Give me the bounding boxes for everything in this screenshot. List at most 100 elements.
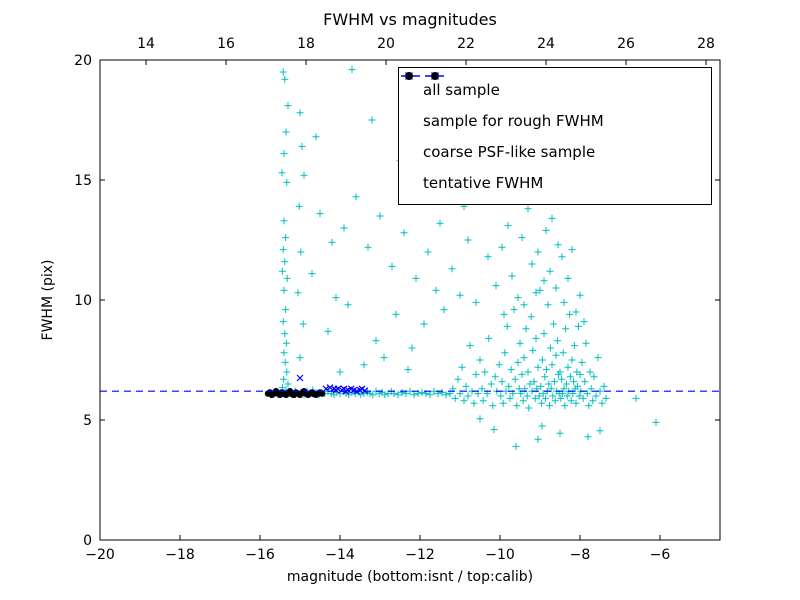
dot-marker-icon <box>405 72 439 80</box>
data-point-plus <box>600 382 608 390</box>
data-point-plus <box>278 169 286 177</box>
top-axis-tick-label: 14 <box>137 36 155 52</box>
data-point-plus <box>560 298 568 306</box>
data-point-plus <box>299 320 307 328</box>
data-point-plus <box>545 380 553 388</box>
data-point-plus <box>547 385 555 393</box>
data-point-plus <box>535 392 543 400</box>
x-axis-tick-label: −10 <box>485 547 515 563</box>
data-point-plus <box>540 330 548 338</box>
data-point-plus <box>282 339 290 347</box>
data-point-plus <box>534 435 542 443</box>
data-point-plus <box>316 210 324 218</box>
data-point-plus <box>510 306 518 314</box>
data-point-plus <box>283 368 291 376</box>
data-point-plus <box>514 358 522 366</box>
data-point-plus <box>278 267 286 275</box>
data-point-plus <box>542 226 550 234</box>
legend: all sample sample for rough FWHM coarse … <box>398 67 712 205</box>
data-point-plus <box>336 368 344 376</box>
data-point-plus <box>478 385 486 393</box>
data-point-plus <box>554 241 562 249</box>
data-point-plus <box>539 390 547 398</box>
data-point-plus <box>538 422 546 430</box>
legend-item-tentative-fwhm: tentative FWHM <box>401 75 711 198</box>
data-point-plus <box>376 212 384 220</box>
data-point-plus <box>454 375 462 383</box>
data-point-plus <box>485 334 493 342</box>
data-point-plus <box>586 368 594 376</box>
data-point-x <box>296 374 304 382</box>
data-point-plus <box>368 116 376 124</box>
data-point-plus <box>562 325 570 333</box>
data-point-plus <box>456 291 464 299</box>
y-axis-tick-label: 10 <box>74 293 92 309</box>
data-point-plus <box>381 391 389 399</box>
data-point-plus <box>442 391 450 399</box>
data-point-plus <box>552 284 560 292</box>
data-point-plus <box>563 392 571 400</box>
data-point-plus <box>572 308 580 316</box>
top-axis-tick-label: 18 <box>297 36 315 52</box>
data-point-plus <box>400 229 408 237</box>
data-point-plus <box>546 267 554 275</box>
data-point-plus <box>360 361 368 369</box>
data-point-plus <box>296 109 304 117</box>
data-point-plus <box>556 368 564 376</box>
data-point-plus <box>529 346 537 354</box>
data-point-plus <box>312 133 320 141</box>
data-point-plus <box>426 391 434 399</box>
data-point-plus <box>575 392 583 400</box>
data-point-plus <box>283 178 291 186</box>
data-point-plus <box>279 246 287 254</box>
data-point-plus <box>532 334 540 342</box>
data-point-plus <box>298 142 306 150</box>
data-point-plus <box>490 426 498 434</box>
data-point-plus <box>497 392 505 400</box>
data-point-plus <box>550 320 558 328</box>
data-point-plus <box>552 351 560 359</box>
data-point-plus <box>589 397 597 405</box>
data-point-plus <box>283 274 291 282</box>
data-point-plus <box>541 373 549 381</box>
data-point-plus <box>540 277 548 285</box>
plot-border <box>99 59 721 541</box>
data-point-plus <box>280 375 288 383</box>
data-point-plus <box>472 370 480 378</box>
data-point-plus <box>514 294 522 302</box>
data-point-plus <box>594 354 602 362</box>
data-point-plus <box>284 102 292 110</box>
data-point-plus <box>281 330 289 338</box>
data-point-plus <box>567 397 575 405</box>
data-point-plus <box>282 234 290 242</box>
data-point-plus <box>495 361 503 369</box>
data-point-plus <box>582 339 590 347</box>
data-point-plus <box>578 358 586 366</box>
data-point-plus <box>572 399 580 407</box>
data-point-plus <box>460 397 468 405</box>
data-point-plus <box>522 325 530 333</box>
data-point-plus <box>352 193 360 201</box>
data-point-plus <box>296 354 304 362</box>
data-point-plus <box>602 394 610 402</box>
data-point-plus <box>548 361 556 369</box>
data-point-plus <box>574 322 582 330</box>
data-point-plus <box>282 306 290 314</box>
data-point-plus <box>596 427 604 435</box>
data-point-plus <box>568 246 576 254</box>
data-point-plus <box>380 354 388 362</box>
data-point-plus <box>560 385 568 393</box>
data-point-plus <box>308 270 316 278</box>
data-point-plus <box>566 373 574 381</box>
data-point-plus <box>451 394 459 402</box>
data-point-plus <box>579 394 587 402</box>
y-axis-label: FWHM (pix) <box>40 260 56 341</box>
data-point-plus <box>570 378 578 386</box>
data-point-plus <box>507 366 515 374</box>
data-point-plus <box>332 294 340 302</box>
data-point-plus <box>583 390 591 398</box>
top-axis-tick-label: 26 <box>617 36 635 52</box>
data-point-plus <box>590 373 598 381</box>
legend-label: coarse PSF-like sample <box>423 142 596 161</box>
data-point-plus <box>546 402 554 410</box>
